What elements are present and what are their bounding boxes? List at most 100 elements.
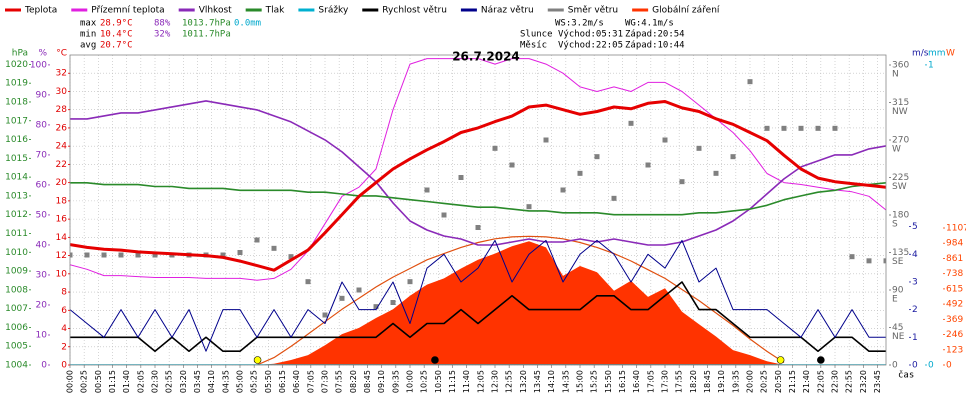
point bbox=[781, 125, 787, 131]
stat-temp: 20.7°C bbox=[100, 41, 133, 51]
moon-label: Měsíc bbox=[520, 41, 547, 51]
x-tick-label: 22:55 bbox=[845, 370, 854, 393]
y-tick-label: 0 bbox=[61, 361, 67, 371]
y-tick-label: 0 bbox=[892, 361, 898, 371]
line bbox=[70, 239, 886, 352]
x-tick-label: 11:40 bbox=[462, 370, 471, 393]
point bbox=[458, 175, 464, 180]
y-tick-label: 50 bbox=[36, 210, 48, 220]
line bbox=[70, 182, 886, 216]
area bbox=[70, 241, 886, 365]
y-tick-label: 225 bbox=[892, 173, 909, 183]
compass-label: NW bbox=[892, 107, 908, 117]
y-tick-label: 4 bbox=[912, 250, 918, 260]
point bbox=[424, 187, 430, 193]
y-tick-label: 20 bbox=[36, 300, 48, 310]
y-tick-label: 28 bbox=[56, 105, 68, 115]
axis-unit: hPa bbox=[12, 49, 28, 59]
y-tick-label: 0 bbox=[928, 361, 934, 371]
stat-press: 1013.7hPa bbox=[182, 19, 231, 29]
point bbox=[288, 254, 294, 260]
point bbox=[305, 279, 311, 285]
y-tick-label: 1020 bbox=[5, 60, 28, 70]
y-tick-label: 16 bbox=[56, 215, 68, 225]
point bbox=[70, 252, 73, 258]
x-tick-label: 11:15 bbox=[448, 370, 457, 393]
plot-area bbox=[70, 58, 886, 365]
y-tick-label: 1006 bbox=[5, 323, 28, 333]
axis-unit: W bbox=[946, 49, 955, 59]
point bbox=[237, 250, 243, 255]
x-tick-label: 13:45 bbox=[533, 370, 542, 393]
y-tick-label: 2 bbox=[912, 305, 918, 315]
y-tick-label: 369 bbox=[946, 315, 963, 325]
x-tick-label: 20:00 bbox=[746, 370, 755, 393]
point bbox=[390, 300, 396, 305]
point bbox=[101, 252, 107, 258]
sun-set: Západ:20:54 bbox=[625, 30, 685, 40]
y-tick-label: 270 bbox=[892, 136, 909, 146]
y-tick-label: 5 bbox=[912, 222, 918, 232]
line bbox=[70, 281, 886, 352]
x-tick-label: 02:30 bbox=[151, 370, 160, 393]
y-tick-label: 90 bbox=[892, 286, 904, 296]
axis-unit: m/s bbox=[912, 49, 929, 59]
x-tick-label: 15:25 bbox=[590, 370, 599, 393]
y-tick-label: 12 bbox=[56, 251, 67, 261]
x-tick-label: 17:05 bbox=[646, 370, 655, 393]
point bbox=[713, 170, 719, 176]
x-tick-label: 07:30 bbox=[321, 370, 330, 393]
x-tick-label: 09:35 bbox=[391, 370, 400, 393]
x-tick-label: 21:15 bbox=[788, 370, 797, 393]
y-tick-label: 45 bbox=[892, 323, 903, 333]
y-tick-label: 60 bbox=[36, 180, 48, 190]
y-tick-label: 1005 bbox=[5, 342, 28, 352]
y-tick-label: 100 bbox=[30, 60, 47, 70]
stat-label: max bbox=[80, 19, 97, 29]
y-tick-label: 1004 bbox=[5, 361, 28, 371]
point bbox=[594, 154, 600, 160]
plot-frame bbox=[69, 54, 887, 366]
x-tick-label: 08:45 bbox=[363, 370, 372, 393]
y-tick-label: 1013 bbox=[5, 191, 28, 201]
x-tick-label: 05:50 bbox=[264, 370, 273, 393]
x-tick-label: 00:50 bbox=[94, 370, 103, 393]
line bbox=[256, 235, 785, 365]
wind-stat: WS:3.2m/s bbox=[555, 19, 604, 29]
x-tick-label: 18:20 bbox=[689, 370, 698, 393]
x-tick-label: 06:40 bbox=[292, 370, 301, 393]
x-tick-label: 19:10 bbox=[717, 370, 726, 393]
point bbox=[645, 162, 651, 168]
y-tick-label: 1007 bbox=[5, 304, 28, 314]
point bbox=[356, 287, 362, 293]
x-tick-label: 17:55 bbox=[675, 370, 684, 393]
compass-label: N bbox=[892, 70, 899, 80]
y-tick-label: 10 bbox=[56, 269, 68, 279]
legend-label: Teplota bbox=[24, 6, 57, 16]
x-tick-label: 12:05 bbox=[476, 370, 485, 393]
point bbox=[220, 252, 226, 258]
y-tick-label: 1019 bbox=[5, 79, 28, 89]
sun-rise: Východ:05:31 bbox=[558, 30, 623, 40]
y-tick-label: 123 bbox=[946, 345, 963, 355]
point bbox=[730, 154, 736, 160]
point bbox=[509, 162, 515, 168]
x-tick-label: 01:40 bbox=[122, 370, 131, 393]
compass-label: NE bbox=[892, 332, 905, 342]
sun-label: Slunce bbox=[520, 30, 553, 40]
legend-label: Náraz větru bbox=[481, 6, 534, 16]
x-tick-label: 10:50 bbox=[434, 370, 443, 393]
y-tick-label: 14 bbox=[56, 233, 68, 243]
y-tick-label: 30 bbox=[36, 270, 48, 280]
y-tick-label: 6 bbox=[61, 306, 67, 316]
x-tick-label: 07:05 bbox=[306, 370, 315, 393]
stat-press: 1011.7hPa bbox=[182, 30, 231, 40]
stat-label: min bbox=[80, 30, 96, 40]
x-tick-label: 03:45 bbox=[193, 370, 202, 393]
moon-rise: Východ:22:05 bbox=[558, 41, 623, 51]
y-tick-label: 1009 bbox=[5, 267, 28, 277]
y-tick-label: 26 bbox=[56, 123, 68, 133]
y-tick-label: 40 bbox=[36, 240, 48, 250]
point bbox=[628, 120, 634, 126]
y-tick-label: 360 bbox=[892, 61, 909, 71]
